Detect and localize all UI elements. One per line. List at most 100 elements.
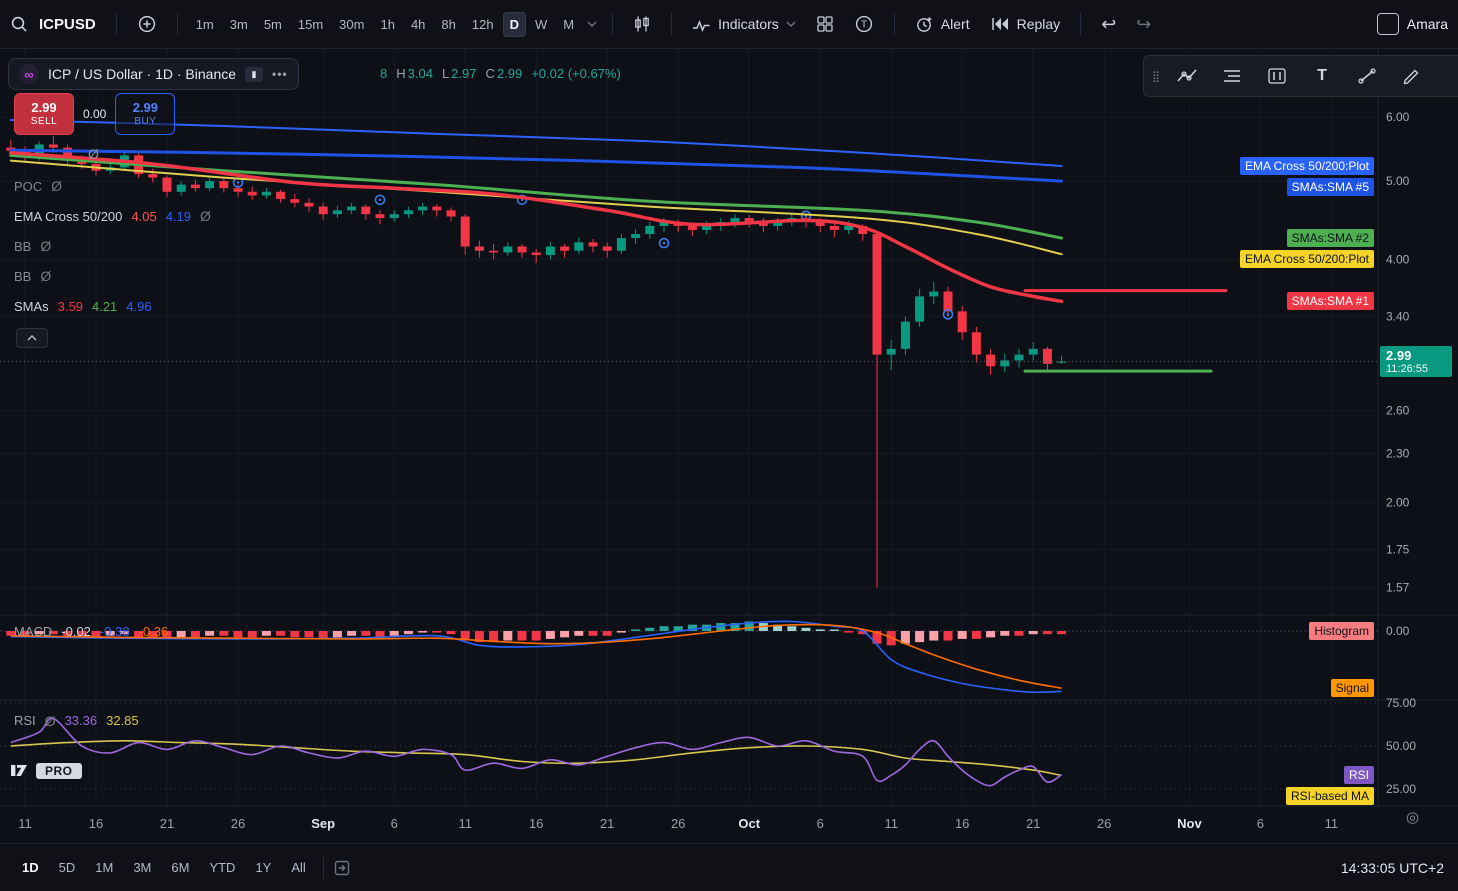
price-axis-label: 2.30 [1386, 447, 1410, 461]
candle-body [261, 191, 271, 196]
timeframe-30m[interactable]: 30m [339, 16, 365, 32]
search-icon[interactable] [10, 15, 28, 33]
indicator-row-poc[interactable]: POC Ø [14, 176, 62, 196]
timeframe-M[interactable]: M [563, 16, 575, 32]
time-axis-label[interactable]: 11 [1325, 816, 1339, 831]
timeframe-4h[interactable]: 4h [410, 16, 426, 32]
timeframe-12h[interactable]: 12h [471, 16, 494, 32]
hidden-eye-icon[interactable]: Ø [51, 178, 63, 194]
clock[interactable]: 14:33:05 UTC+2 [1340, 859, 1444, 876]
plot-label-badge: Signal [1330, 679, 1374, 698]
time-axis-label[interactable]: 6 [1257, 816, 1264, 831]
candle-body [702, 225, 712, 230]
more-options-icon[interactable]: ••• [272, 67, 288, 81]
candle-body [631, 234, 641, 239]
indicators-button[interactable]: Indicators [683, 10, 805, 38]
goto-date-icon[interactable] [333, 859, 351, 877]
chart-style-icon[interactable] [624, 9, 660, 39]
time-axis-label[interactable]: 21 [1026, 816, 1040, 831]
timeframe-D[interactable]: D [502, 11, 526, 37]
pen-tool-icon[interactable] [1390, 60, 1434, 92]
range-1m[interactable]: 1M [95, 860, 114, 875]
text-tool-icon[interactable]: T [1317, 67, 1327, 84]
timeframe-1m[interactable]: 1m [195, 16, 214, 32]
user-avatar[interactable] [1376, 13, 1399, 35]
trendline-tool-icon[interactable] [1345, 60, 1389, 92]
time-axis-label[interactable]: 16 [89, 816, 103, 831]
drag-handle-icon[interactable]: ⣿ [1151, 70, 1161, 83]
macd-histogram-bar [730, 623, 740, 631]
rsi-legend[interactable]: RSI Ø 33.36 32.85 [14, 713, 139, 728]
collapse-legend-button[interactable] [16, 328, 48, 348]
hidden-eye-icon[interactable]: Ø [40, 238, 52, 254]
time-axis-label[interactable]: 21 [160, 816, 174, 831]
hidden-eye-icon[interactable]: Ø [44, 712, 56, 729]
chart-canvas[interactable]: 6.00 5.00 4.00 3.40 2.60 2.30 2.00 1.75 1.57 0.00… [0, 48, 1458, 843]
range-3m[interactable]: 3M [133, 860, 152, 875]
timeframe-3m[interactable]: 3m [229, 16, 248, 32]
indicator-row-bb[interactable]: BB Ø [14, 236, 51, 256]
macd-hist-value: -0.02 [61, 624, 91, 639]
undo-button[interactable]: ↩ [1101, 14, 1117, 34]
macd-histogram-bar [659, 626, 669, 631]
range-6m[interactable]: 6M [171, 860, 190, 875]
time-axis-label[interactable]: 6 [817, 816, 824, 831]
candle-body [560, 246, 570, 251]
time-axis-label[interactable]: 16 [955, 816, 969, 831]
time-axis-label[interactable]: 26 [231, 816, 245, 831]
symbol-legend-pill[interactable]: ∞ ICP / US Dollar · 1D · Binance ▮ ••• [8, 58, 299, 90]
timeframe-W[interactable]: W [534, 16, 548, 32]
rsi-line [10, 717, 1063, 787]
user-name[interactable]: Amara [1406, 16, 1448, 32]
macd-histogram-bar [915, 631, 925, 643]
time-axis-label[interactable]: Oct [738, 816, 760, 831]
time-axis-label[interactable]: 21 [600, 816, 614, 831]
time-axis-label[interactable]: 6 [391, 816, 398, 831]
chevron-down-icon[interactable] [587, 21, 597, 27]
lines-tool-icon[interactable] [1210, 60, 1254, 92]
replay-button[interactable]: Replay [981, 10, 1070, 38]
alert-button[interactable]: Alert [906, 9, 979, 40]
template-icon[interactable]: T [845, 8, 883, 40]
range-ytd[interactable]: YTD [209, 860, 236, 875]
sell-button[interactable]: 2.99 SELL [14, 93, 74, 135]
range-all[interactable]: All [291, 860, 306, 875]
chart-mini-icon[interactable]: ▮ [245, 66, 264, 82]
indicator-row-bb[interactable]: BB Ø [14, 266, 51, 286]
range-1y[interactable]: 1Y [255, 860, 272, 875]
candle-body [886, 348, 896, 355]
range-5d[interactable]: 5D [58, 860, 76, 875]
curve-tool-icon[interactable] [1165, 60, 1209, 92]
time-axis-label[interactable]: 11 [18, 816, 32, 831]
timeframe-15m[interactable]: 15m [297, 16, 324, 32]
timeframe-5m[interactable]: 5m [263, 16, 282, 32]
time-axis-label[interactable]: 26 [671, 816, 685, 831]
layout-grid-icon[interactable] [807, 9, 843, 39]
time-axis-label[interactable]: 26 [1097, 816, 1111, 831]
timeframe-1h[interactable]: 1h [380, 16, 395, 32]
time-axis-label[interactable]: Nov [1177, 816, 1202, 831]
pattern-tool-icon[interactable] [1255, 60, 1299, 92]
macd-histogram-bar [560, 631, 570, 638]
indicator-name: EMA Cross 50/200 [14, 208, 123, 224]
time-axis-label[interactable]: 11 [884, 816, 898, 831]
axis-settings-icon[interactable]: ◎ [1406, 809, 1420, 826]
timeframe-8h[interactable]: 8h [441, 16, 456, 32]
indicator-row-smas[interactable]: SMAs 3.59 4.21 4.96 [14, 296, 152, 316]
indicator-row-ema-cross-50-200[interactable]: EMA Cross 50/200 4.05 4.19 Ø [14, 206, 211, 226]
time-axis-label[interactable]: 11 [458, 816, 472, 831]
time-axis-label[interactable]: Sep [311, 816, 335, 831]
macd-histogram-bar [1014, 631, 1024, 636]
tradingview-watermark[interactable]: PRO [10, 762, 82, 779]
hidden-eye-icon[interactable]: Ø [200, 208, 211, 224]
compare-add-icon[interactable] [128, 8, 166, 40]
buy-button[interactable]: 2.99 BUY [115, 93, 176, 135]
hidden-eye-icon[interactable]: Ø [40, 268, 52, 284]
symbol-search-button[interactable]: ICPUSD [39, 15, 96, 33]
redo-button[interactable]: ↪ [1136, 14, 1152, 34]
range-1d[interactable]: 1D [22, 860, 39, 875]
macd-histogram-bar [744, 621, 754, 631]
candle-body [418, 206, 428, 211]
macd-legend[interactable]: MACD -0.02 -0.38 -0.36 [14, 624, 168, 639]
time-axis-label[interactable]: 16 [529, 816, 543, 831]
